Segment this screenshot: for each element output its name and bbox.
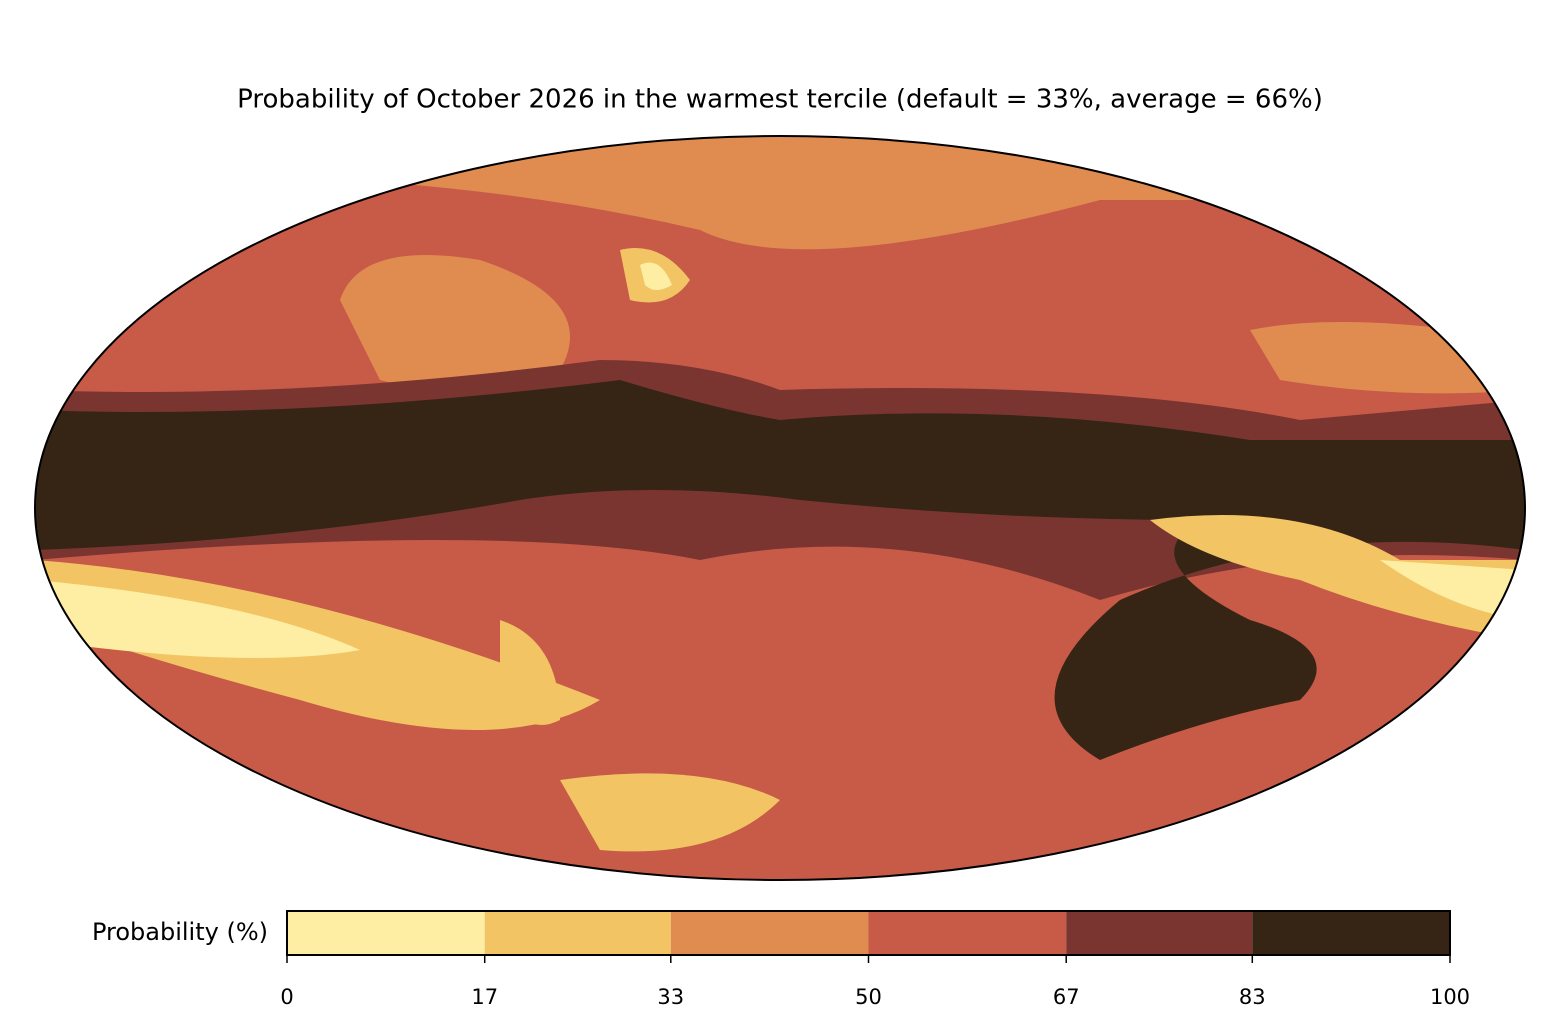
colorbar-segment <box>1066 911 1253 955</box>
colorbar-tick-label: 100 <box>1430 985 1470 1009</box>
colorbar-segment <box>868 911 1067 955</box>
colorbar-tick-label: 50 <box>855 985 882 1009</box>
colorbar-label: Probability (%) <box>92 918 268 946</box>
colorbar-segment <box>484 911 671 955</box>
colorbar-tick-label: 33 <box>657 985 684 1009</box>
colorbar-tick-label: 0 <box>280 985 293 1009</box>
colorbar-tick-label: 67 <box>1053 985 1080 1009</box>
colorbar-tick-label: 17 <box>471 985 498 1009</box>
colorbar: 0 17 33 50 67 83 100 <box>280 910 1470 1009</box>
map-title: Probability of October 2026 in the warme… <box>237 85 1323 115</box>
map <box>35 136 1525 880</box>
colorbar-segment <box>287 911 485 955</box>
colorbar-tick-label: 83 <box>1239 985 1266 1009</box>
colorbar-segment <box>1252 911 1450 955</box>
map-outline <box>34 135 1526 881</box>
colorbar-segment <box>670 911 869 955</box>
